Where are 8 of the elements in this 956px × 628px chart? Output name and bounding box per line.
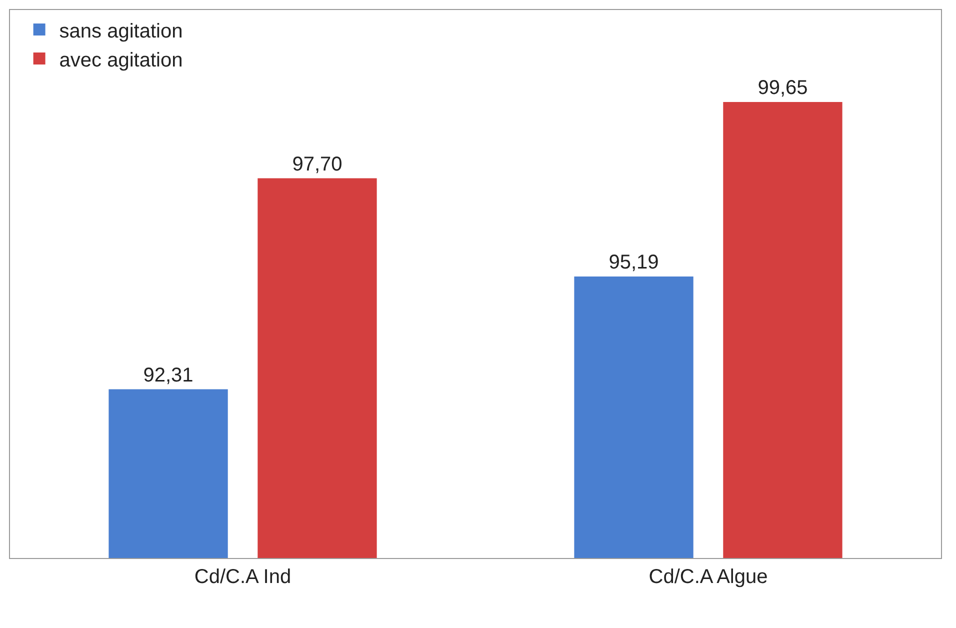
legend-label: sans agitation	[59, 20, 183, 42]
x-tick-label: Cd/C.A Ind	[194, 566, 292, 588]
x-tick-label: Cd/C.A Algue	[648, 566, 768, 588]
legend-label: avec agitation	[59, 49, 183, 72]
data-label: 92,31	[143, 364, 194, 386]
data-label: 97,70	[292, 153, 342, 176]
data-label: 95,19	[608, 252, 659, 274]
data-label: 99,65	[758, 76, 808, 99]
